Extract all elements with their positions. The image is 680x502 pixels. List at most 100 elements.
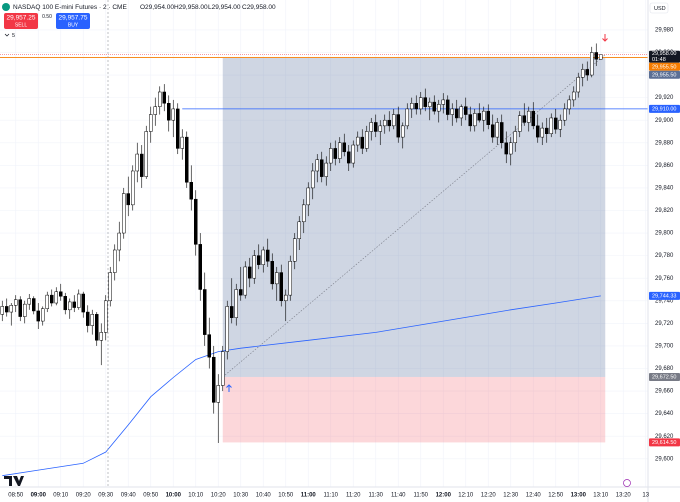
x-tick-label: 09:50 [143,493,159,499]
candle-body [185,136,189,183]
y-tick-label: 29,800 [655,231,674,237]
candle-body [536,125,540,138]
candle-body [320,159,324,177]
candle-body [18,299,22,317]
entry-price-label-box [649,372,680,381]
candle-body [423,97,427,107]
candle-body [23,303,27,317]
currency-box[interactable] [649,2,669,14]
candle-body [545,127,549,134]
candle-body [149,114,153,132]
candle-body [315,159,319,172]
sell-box[interactable] [4,13,38,29]
x-tick-label: 09:30 [98,493,114,499]
sell-label[interactable]: SELL [15,22,27,28]
order-price-label: 29,955.50 [652,64,676,70]
candle-body [333,148,337,159]
candle-body [158,91,162,107]
y-tick-label: 29,740 [655,298,674,304]
candle-body [482,110,486,121]
candle-body [0,306,4,315]
candle-body [63,296,67,311]
candle-body [117,232,121,251]
candle-body [275,272,279,285]
candle-body [491,124,495,138]
candle-body [477,113,481,121]
x-tick-label: 11:30 [368,493,383,499]
candle-body [549,117,553,134]
candle-body [486,110,490,125]
candle-body [432,101,436,112]
candle-body [540,127,544,138]
candle-body [203,289,207,335]
target-price-label: 29,955.50 [652,72,676,78]
candle-body [239,289,243,296]
candle-body [311,170,315,189]
candle-body [558,119,562,130]
candle-body [32,298,36,312]
x-tick-label: 12:00 [436,493,452,499]
candle-body [54,291,58,304]
candle-body [594,52,598,60]
candle-body [284,294,288,302]
x-tick-label: 12:10 [458,493,474,499]
candle-body [9,305,13,313]
candle-body [374,122,378,132]
candle-body [81,293,85,313]
candle-body [180,136,184,149]
x-tick-label: 09:20 [76,493,92,499]
currency[interactable]: USD [654,6,666,12]
candle-body [473,113,477,127]
entry-price-label: 29,672.50 [652,375,676,381]
candle-body [450,108,454,115]
candle-body [563,108,567,121]
y-tick-label: 29,840 [655,185,674,191]
x-tick-label: 10:10 [188,493,204,499]
candle-body [576,77,580,93]
candle-body [437,104,441,112]
x-tick-label: 13:10 [593,493,609,499]
candle-body [36,310,40,322]
x-tick-label: 09:40 [121,493,137,499]
y-tick-label: 29,820 [655,208,674,214]
buy-button[interactable]: 29,957.75 BUY [56,13,90,29]
candle-body [324,162,328,177]
candle-body [99,332,103,341]
candle-body [225,306,229,352]
y-tick-label: 29,660 [655,389,674,395]
candle-body [230,306,234,318]
candle-body [347,151,351,164]
candle-body [585,69,589,76]
candle-body [90,314,94,326]
y-tick-label: 29,620 [655,434,674,440]
candle-body [405,108,409,127]
candle-body [266,249,270,262]
candle-body [50,294,54,304]
collapse-icon[interactable] [4,33,10,37]
candle-body [113,249,117,273]
x-tick-label: 13:20 [616,493,632,499]
candle-body [590,52,594,76]
target-price-label-box [649,70,680,79]
buy-price[interactable]: 29,957.75 [59,15,88,22]
y-tick-label: 29,720 [655,321,674,327]
candle-body [396,114,400,138]
candle-body [171,108,175,121]
indicator-count[interactable]: 5 [12,33,15,39]
candle-body [153,106,157,115]
sell-price[interactable]: 29,957.25 [7,15,36,22]
y-tick-label: 29,980 [655,27,674,33]
sell-button[interactable]: 29,957.25 SELL [4,13,38,29]
candle-body [329,148,333,164]
logo-part [4,476,12,486]
x-tick-label: 13 [642,493,649,499]
vwap-line [2,295,601,477]
candle-body [212,356,216,403]
buy-label[interactable]: BUY [68,22,79,28]
candle-body [27,298,31,305]
y-tick-label: 29,640 [655,411,674,417]
events-icon[interactable] [623,479,631,487]
buy-box[interactable] [56,13,90,29]
candle-body [216,385,220,403]
